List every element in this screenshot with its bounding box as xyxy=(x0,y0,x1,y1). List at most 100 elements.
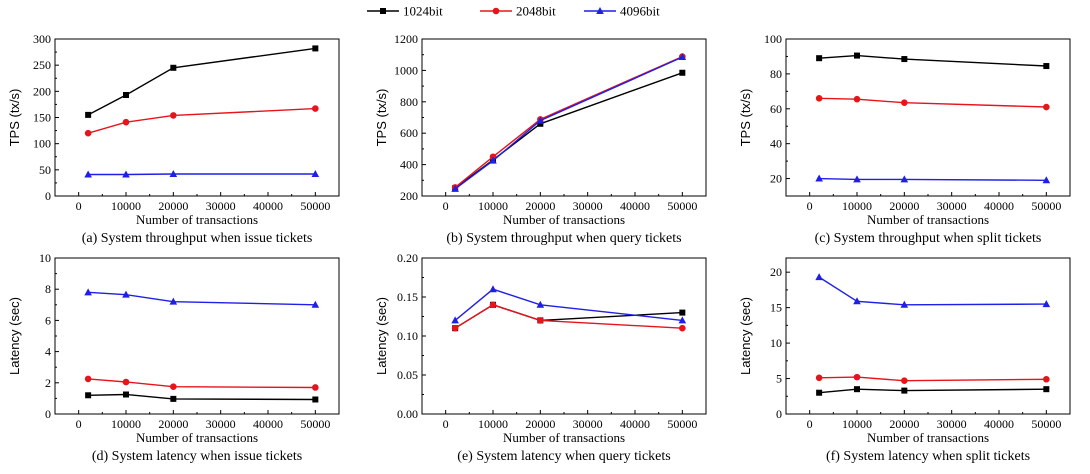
y-tick-label: 80 xyxy=(770,67,782,81)
data-point xyxy=(84,129,92,137)
x-tick-label: 20000 xyxy=(158,417,188,431)
y-tick-label: 0.10 xyxy=(397,329,418,343)
y-tick-label: 40 xyxy=(770,137,782,151)
x-axis-label: Number of transactions xyxy=(503,430,625,445)
series-line xyxy=(819,97,1047,108)
series-line xyxy=(819,376,1047,382)
y-tick-label: 20 xyxy=(770,265,782,279)
series-2048bit xyxy=(84,375,319,391)
marker-square xyxy=(679,69,686,76)
series-line xyxy=(454,55,683,188)
marker-triangle xyxy=(169,170,178,178)
y-tick-label: 5 xyxy=(776,372,782,386)
x-tick-label: 50000 xyxy=(300,417,330,431)
y-tick-label: 4 xyxy=(45,345,51,359)
x-tick-label: 10000 xyxy=(111,417,141,431)
data-point xyxy=(451,316,459,324)
data-point xyxy=(1042,300,1051,308)
y-axis-label: Latency (sec) xyxy=(374,297,389,375)
series-line xyxy=(454,304,683,329)
marker-circle xyxy=(815,374,823,382)
legend-entry-2048bit: 2048bit xyxy=(480,4,556,19)
y-tick-label: 200 xyxy=(400,189,418,203)
data-point xyxy=(854,386,860,393)
x-tick-label: 10000 xyxy=(478,417,508,431)
chart-panel-b: 0 10000 20000 30000 40000 50000 200 400 600 800 10… xyxy=(374,32,707,246)
y-axis-label: Latency (sec) xyxy=(7,297,22,375)
chart-panel-c: 0 10000 20000 30000 40000 50000 20 40 60 80 100 Num… xyxy=(738,32,1071,246)
marker-square xyxy=(679,309,686,316)
marker-circle xyxy=(492,7,500,15)
marker-circle xyxy=(451,324,459,332)
x-tick-label: 0 xyxy=(443,417,449,431)
series-4096bit xyxy=(84,288,320,308)
y-tick-label: 1000 xyxy=(394,63,418,77)
x-tick-label: 30000 xyxy=(573,417,603,431)
data-point xyxy=(123,391,129,398)
series-2048bit xyxy=(815,373,1050,384)
series-2048bit xyxy=(815,95,1050,111)
y-tick-label: 0 xyxy=(776,407,782,421)
marker-square xyxy=(816,389,823,396)
y-tick-label: 0.05 xyxy=(397,368,418,382)
data-point xyxy=(1043,63,1050,70)
y-tick-label: 800 xyxy=(400,95,418,109)
marker-triangle xyxy=(1042,300,1051,308)
marker-circle xyxy=(84,129,92,137)
series-line xyxy=(819,388,1047,394)
series-4096bit xyxy=(815,174,1051,184)
data-point xyxy=(122,290,130,298)
data-point xyxy=(816,389,823,396)
data-point xyxy=(679,324,686,332)
panel-caption: (a) System throughput when issue tickets xyxy=(82,231,313,246)
marker-triangle xyxy=(815,174,823,182)
series-line xyxy=(819,177,1047,181)
marker-circle xyxy=(1043,103,1050,111)
data-point xyxy=(679,69,686,76)
series-1024bit xyxy=(452,69,686,192)
series-1024bit xyxy=(85,45,319,118)
marker-triangle xyxy=(451,184,459,192)
y-axis-label: Latency (sec) xyxy=(738,297,753,375)
data-point xyxy=(489,285,497,293)
marker-circle xyxy=(489,301,497,309)
series-line xyxy=(88,393,316,401)
marker-square xyxy=(312,45,319,52)
chart-panel-a: 0 10000 20000 30000 40000 50000 0 50 100 150 200 25… xyxy=(7,32,340,246)
x-tick-label: 40000 xyxy=(253,417,283,431)
data-point xyxy=(170,383,177,391)
y-tick-label: 100 xyxy=(33,137,51,151)
data-point xyxy=(536,300,545,308)
chart-panels: 0 10000 20000 30000 40000 5000005010015020025… xyxy=(7,32,1071,464)
data-point xyxy=(169,297,178,305)
data-point xyxy=(85,392,92,399)
data-point xyxy=(853,95,861,103)
data-point xyxy=(489,301,497,309)
marker-triangle xyxy=(536,116,545,124)
y-tick-label: 6 xyxy=(45,313,51,327)
marker-triangle xyxy=(84,288,92,296)
marker-triangle xyxy=(678,316,687,324)
marker-circle xyxy=(312,105,319,112)
marker-square xyxy=(380,8,386,14)
series-4096bit xyxy=(84,170,320,178)
marker-circle xyxy=(170,383,177,391)
y-tick-label: 15 xyxy=(770,301,782,315)
marker-triangle xyxy=(489,156,497,164)
panel-caption: (d) System latency when issue tickets xyxy=(92,449,302,464)
marker-circle xyxy=(1043,375,1050,383)
plot-frame xyxy=(421,38,707,197)
y-tick-label: 60 xyxy=(770,102,782,116)
marker-triangle xyxy=(122,290,130,298)
y-tick-label: 400 xyxy=(400,158,418,172)
data-point xyxy=(1043,375,1050,383)
marker-square xyxy=(901,56,908,63)
data-point xyxy=(312,396,319,403)
data-point xyxy=(122,170,130,178)
y-axis-label: TPS (tx/s) xyxy=(7,89,22,147)
data-point xyxy=(170,64,177,71)
series-line xyxy=(454,72,683,189)
series-2048bit xyxy=(84,105,319,137)
y-tick-label: 10 xyxy=(770,336,782,350)
y-tick-label: 300 xyxy=(33,32,51,46)
